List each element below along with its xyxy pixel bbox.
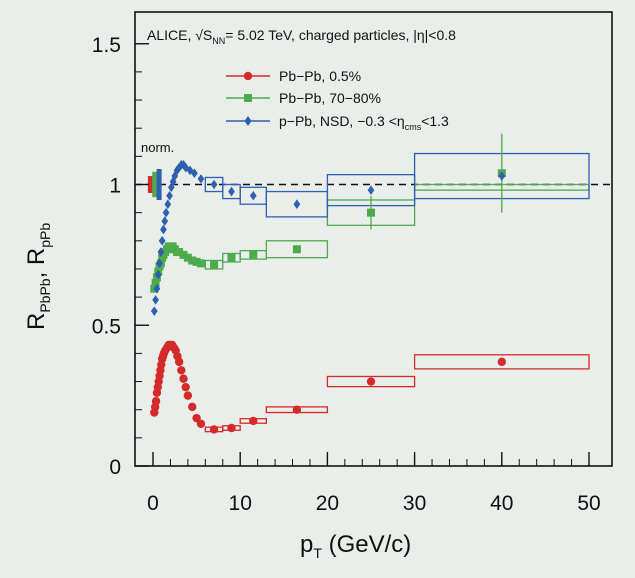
y-axis-title: RPbPb, RpPb [23,223,53,330]
data-point [292,405,302,414]
legend-label: Pb−Pb, 0.5% [279,68,361,84]
data-point [151,279,160,288]
data-point [249,416,258,426]
data-point [183,253,192,262]
legend-marker [244,116,252,126]
data-point [166,190,173,201]
systematic-box [413,354,590,370]
legend-marker [244,94,252,102]
systematic-box [265,240,329,259]
data-point [157,247,165,257]
data-point [191,168,198,179]
y-tick-label: 1 [109,175,121,198]
norm-uncertainty-box [147,176,153,193]
data-point [197,174,205,184]
data-point [171,171,179,181]
data-point [228,186,235,197]
data-point [182,162,190,173]
data-point [227,423,236,433]
y-tick-label: 0 [109,456,121,479]
x-tick-label: 30 [403,492,426,515]
x-tick-label: 10 [229,492,252,515]
x-tick-label: 0 [147,492,159,515]
legend-label: p−Pb, NSD, −0.3 <ηcms<1.3 [279,113,449,132]
data-point [174,357,184,367]
data-point [192,257,201,266]
data-point [183,391,193,400]
data-point [210,179,218,190]
data-point [173,165,181,176]
data-point [179,250,188,259]
data-point [210,260,219,269]
data-point [292,245,301,254]
data-point [177,366,186,375]
data-point [175,248,184,257]
data-point [367,185,375,195]
data-point [196,419,206,428]
data-point [179,374,188,383]
x-axis-title: pT (GeV/c) [300,531,411,561]
data-point [188,402,197,412]
data-point [196,259,205,268]
systematic-box [204,259,224,270]
data-point [158,236,166,246]
legend-marker [243,71,253,81]
norm-label: norm. [141,140,174,155]
data-point [181,382,190,392]
data-point [497,357,506,367]
norm-uncertainty-box [156,169,162,200]
data-point [152,295,159,305]
data-point [156,258,163,269]
x-tick-label: 20 [316,492,339,515]
data-point [366,377,376,386]
data-point [150,306,158,316]
plot-frame [134,11,613,467]
data-point [249,190,257,201]
x-tick-label: 50 [577,492,600,515]
y-tick-label: 1.5 [92,34,121,57]
data-point [167,182,175,193]
data-point [293,199,301,210]
data-point [249,250,258,259]
y-tick-label: 0.5 [92,315,121,338]
data-point [227,253,236,262]
data-point [367,208,375,217]
data-point [153,283,161,294]
data-point [164,199,172,210]
data-point [188,256,197,265]
data-point [180,159,187,170]
data-point [154,269,162,280]
legend-label: Pb−Pb, 70−80% [279,90,381,106]
data-point [160,224,167,235]
data-point [209,425,219,434]
data-point [162,207,170,218]
data-point [498,171,506,181]
systematic-box [326,375,416,388]
norm-uncertainty-box [152,171,158,198]
data-point [161,216,169,226]
chart-title: ALICE, √SNN= 5.02 TeV, charged particles… [147,27,456,46]
data-point [151,397,161,406]
x-tick-label: 40 [490,492,513,515]
